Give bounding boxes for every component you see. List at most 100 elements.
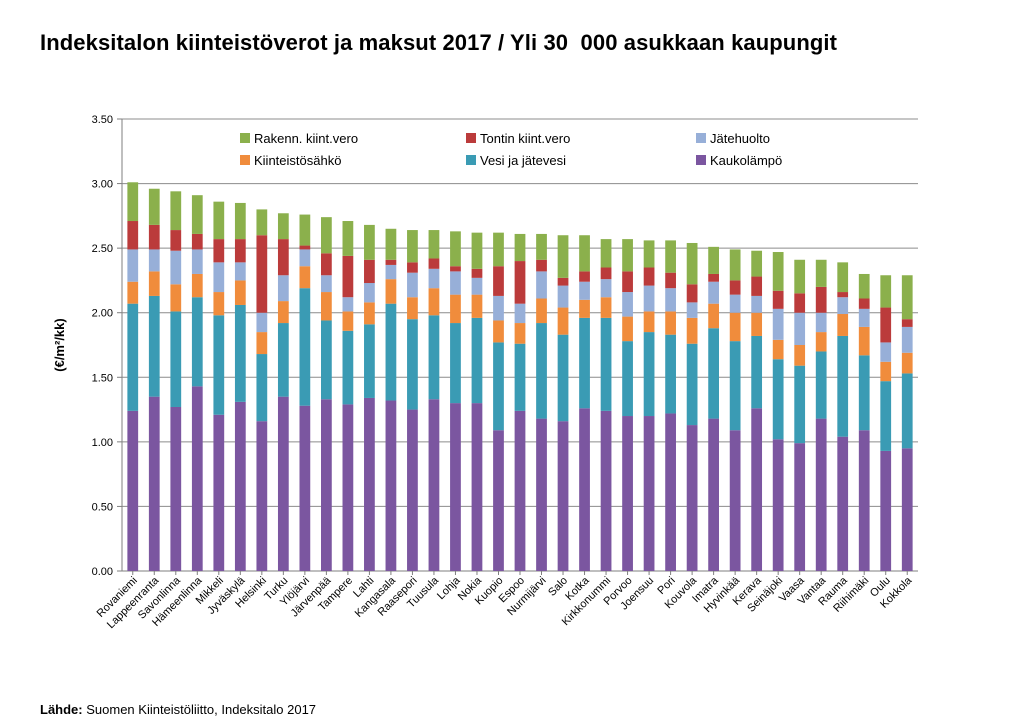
bar-segment [772,439,784,571]
y-axis-label: (€/m²/kk) [52,318,67,371]
bar-segment [234,202,246,240]
bar-segment [901,326,913,353]
bar-segment [600,239,612,268]
y-tick-label: 0.00 [92,566,113,578]
bar-segment [536,271,547,299]
bar-segment [385,279,397,304]
bar-segment [708,281,719,304]
bar-segment [342,311,354,331]
bar-segment [622,239,633,272]
bar-segment [277,396,289,571]
bar-segment [622,292,633,317]
bar-segment [622,316,633,342]
bar-segment [901,448,913,571]
bar-segment [364,397,375,571]
bar-segment [256,332,268,355]
bar-segment [191,233,203,250]
bar-segment [815,286,827,313]
bar-segment [127,182,139,222]
bar-segment [600,297,612,318]
bar-segment [751,295,763,313]
bar-segment [794,365,806,444]
bar-segment [665,288,676,312]
bar-segment [127,249,139,282]
bar-segment [493,320,504,343]
bar-segment [471,268,483,278]
bar-segment [127,410,139,571]
legend-swatch [696,133,706,143]
bar-segment [858,298,870,309]
bar-segment [514,261,526,304]
bar-segment [493,266,504,296]
bar-segment [643,332,655,417]
legend-label: Kaukolämpö [710,153,782,168]
bar-segment [514,343,526,411]
bar-segment [127,303,139,411]
bar-segment [385,264,397,280]
bar-segment [170,284,182,312]
bar-segment [557,334,569,422]
x-axis: RovaniemiLappeenrantaSavonlinnaHämeenlin… [95,571,915,631]
bar-segment [493,430,504,571]
bar-segment [600,279,612,298]
bar-segment [579,271,590,282]
bar-segment [858,273,870,299]
y-tick-label: 3.00 [92,179,113,191]
bar-segment [385,228,397,260]
legend-swatch [696,155,706,165]
bar-segment [234,239,246,263]
bar-segment [450,294,461,324]
bar-segment [837,297,849,315]
bar-segment [837,262,849,293]
bar-segment [213,201,225,240]
bar-segment [729,341,741,431]
bar-segment [342,404,354,571]
bar-segment [708,246,719,274]
bar-segment [643,416,655,571]
bar-segment [385,303,397,401]
bar-segment [837,314,849,336]
bar-segment [600,410,612,571]
bar-segment [364,324,375,398]
bar-segment [407,319,418,410]
legend-swatch [240,155,250,165]
bar-segment [450,271,461,295]
bar-segment [729,294,741,313]
bar-segment [191,273,203,298]
bar-segment [536,298,547,324]
bar-segment [450,403,461,571]
bar-segment [579,317,590,409]
bar-segment [901,275,913,320]
bar-segment [600,317,612,411]
bar-segment [794,443,806,571]
bar-segment [901,352,913,374]
bar-segment [901,319,913,327]
bar-segment [880,361,892,382]
bar-segment [471,277,483,295]
bar-segment [342,221,354,256]
bar-segment [880,307,892,343]
bar-segment [622,416,633,571]
bar-segment [686,284,698,303]
bar-segment [234,401,246,571]
bar-segment [299,288,311,406]
bar-segment [751,312,763,336]
bar-segment [665,240,676,273]
bar-segment [751,408,763,571]
bar-segment [858,326,870,356]
bar-segment [191,195,203,234]
bar-segment [321,217,332,254]
bar-segment [321,320,332,400]
bar-segment [364,259,375,284]
legend-label: Jätehuolto [710,131,770,146]
bar-segment [191,386,203,571]
bar-segment [579,299,590,318]
bar-segment [299,249,311,267]
bar-segment [772,252,784,291]
bar-segment [471,294,483,318]
bar-segment [579,281,590,300]
bar-segment [127,281,139,304]
bar-segment [299,245,311,250]
bar-segment [557,285,569,308]
bar-segment [493,342,504,431]
